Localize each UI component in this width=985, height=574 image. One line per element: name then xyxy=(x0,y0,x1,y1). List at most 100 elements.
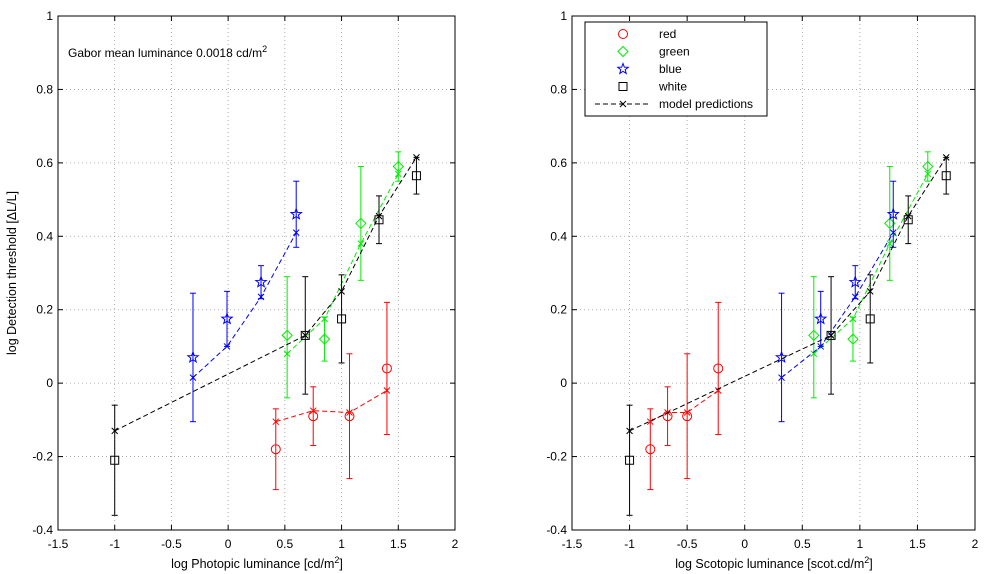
right-legend: red green blue white model predictions xyxy=(584,21,768,117)
left-red-model-line xyxy=(275,390,388,423)
right-series-blue xyxy=(774,180,900,423)
left-white-data-point xyxy=(374,215,384,225)
right-blue-data-point xyxy=(774,350,789,364)
right-y-tick-label: 0 xyxy=(560,376,567,390)
right-blue-data-point xyxy=(886,207,900,220)
left-white-model-line xyxy=(114,157,417,432)
left-y-tick-label: 0.4 xyxy=(36,229,53,243)
left-x-tick-label: 1 xyxy=(338,537,345,551)
left-white-data-point xyxy=(110,455,120,465)
left-red-data-point xyxy=(381,363,392,374)
right-legend-box xyxy=(584,21,768,117)
right-red-data-point xyxy=(682,411,693,422)
left-y-tick-label: 1 xyxy=(46,9,53,23)
legend-red-marker xyxy=(618,29,628,39)
right-x-tick-label: -1.5 xyxy=(562,537,583,551)
left-x-tick-label: 0 xyxy=(225,537,232,551)
legend-green-marker xyxy=(617,45,629,58)
left-x-axis-label: log Photopic luminance [cd/m2] xyxy=(171,555,343,571)
right-y-tick-label: -0.4 xyxy=(546,523,567,537)
right-x-tick-label: -1 xyxy=(624,537,635,551)
left-white-data-point xyxy=(337,314,347,324)
y-axis-label: log Detection threshold [ΔL/L] xyxy=(5,191,19,355)
left-y-tick-label: 0 xyxy=(46,376,53,390)
left-x-tick-label: 2 xyxy=(452,537,459,551)
right-axes-frame xyxy=(571,15,976,531)
left-blue-model-line xyxy=(192,232,297,379)
right-white-data-point xyxy=(625,455,635,465)
left-green-data-point xyxy=(318,333,331,345)
left-white-data-point xyxy=(411,171,421,181)
right-series-green xyxy=(808,151,934,399)
right-y-tick-label: -0.2 xyxy=(546,450,567,464)
left-x-tick-label: 0.5 xyxy=(277,537,294,551)
left-y-tick-label: -0.4 xyxy=(32,523,53,537)
left-y-tick-label: 0.2 xyxy=(36,303,53,317)
legend-label-red: red xyxy=(659,27,676,41)
left-axes-group: -1.5 -1 -0.5 0 0.5 1 1.5 2 -0.4 -0.2 0 0.2 0.4 0.6 0.8… xyxy=(32,9,458,551)
left-red-data-point xyxy=(270,444,281,455)
right-y-tick-label: 0.6 xyxy=(550,156,567,170)
right-series-white xyxy=(625,153,951,516)
right-red-data-point xyxy=(713,363,724,374)
legend-blue-marker xyxy=(616,62,630,75)
right-y-tick-label: 0.4 xyxy=(550,229,567,243)
left-y-tick-label: 0.6 xyxy=(36,156,53,170)
right-y-tick-label: 1 xyxy=(560,9,567,23)
right-series-red xyxy=(645,301,724,491)
left-blue-data-point xyxy=(186,350,200,364)
right-x-tick-label: 1.5 xyxy=(909,537,926,551)
right-x-tick-label: 1 xyxy=(857,537,864,551)
right-red-data-point xyxy=(662,411,673,422)
left-chart-panel: -1.5 -1 -0.5 0 0.5 1 1.5 2 -0.4 -0.2 0 0.2 0.4 0.6 0.8… xyxy=(5,9,459,571)
left-white-data-point xyxy=(300,330,310,340)
left-red-data-point xyxy=(308,411,319,422)
right-white-data-point xyxy=(903,215,913,225)
right-x-tick-label: 0 xyxy=(741,537,748,551)
right-x-tick-label: 0.5 xyxy=(794,537,811,551)
legend-white-marker xyxy=(618,82,628,91)
right-chart-panel: -1.5 -1 -0.5 0 0.5 1 1.5 2 -0.4 -0.2 0 0.2 0.4 0.6 0.8… xyxy=(546,9,978,571)
left-plot-area xyxy=(58,16,455,530)
left-series-white xyxy=(110,153,421,516)
left-y-tick-label: 0.8 xyxy=(36,82,53,96)
right-white-data-point xyxy=(941,171,951,181)
right-blue-data-point xyxy=(848,275,862,288)
left-green-data-point xyxy=(392,160,404,173)
right-green-data-point xyxy=(847,333,859,345)
right-white-data-point xyxy=(865,314,875,324)
legend-model-marker xyxy=(619,100,627,108)
left-red-data-point xyxy=(344,411,355,422)
right-blue-data-point xyxy=(814,311,828,325)
right-blue-model-line xyxy=(781,232,894,379)
left-blue-data-point xyxy=(220,311,234,325)
left-x-tick-label: -0.5 xyxy=(161,537,182,551)
right-x-tick-label: 2 xyxy=(972,537,979,551)
left-x-tick-label: -1 xyxy=(109,537,120,551)
annotation-gabor-luminance: Gabor mean luminance 0.0018 cd/m2 xyxy=(68,44,267,60)
legend-label-blue: blue xyxy=(659,62,682,76)
right-green-model-line xyxy=(813,173,929,355)
left-green-data-point xyxy=(281,329,293,342)
legend-model-marker-stroke-b xyxy=(619,100,627,108)
right-x-tick-label: -0.5 xyxy=(677,537,698,551)
left-series-blue xyxy=(186,180,303,423)
left-y-tick-label: -0.2 xyxy=(32,450,53,464)
right-red-data-point xyxy=(645,444,656,455)
left-axes-frame xyxy=(57,15,456,531)
left-series-red xyxy=(270,301,392,491)
legend-label-white: white xyxy=(658,80,687,94)
left-blue-data-point xyxy=(254,275,268,288)
legend-label-model-predictions: model predictions xyxy=(659,97,753,111)
right-green-data-point xyxy=(922,160,934,173)
right-green-data-point xyxy=(808,329,820,342)
left-blue-data-point xyxy=(289,207,303,220)
left-green-data-point xyxy=(355,217,367,230)
right-y-tick-label: 0.2 xyxy=(550,303,567,317)
left-x-tick-label: 1.5 xyxy=(390,537,407,551)
right-y-tick-label: 0.8 xyxy=(550,82,567,96)
right-white-data-point xyxy=(826,330,836,340)
right-x-axis-label: log Scotopic luminance [scot.cd/m2] xyxy=(675,555,872,571)
legend-label-green: green xyxy=(659,45,690,59)
